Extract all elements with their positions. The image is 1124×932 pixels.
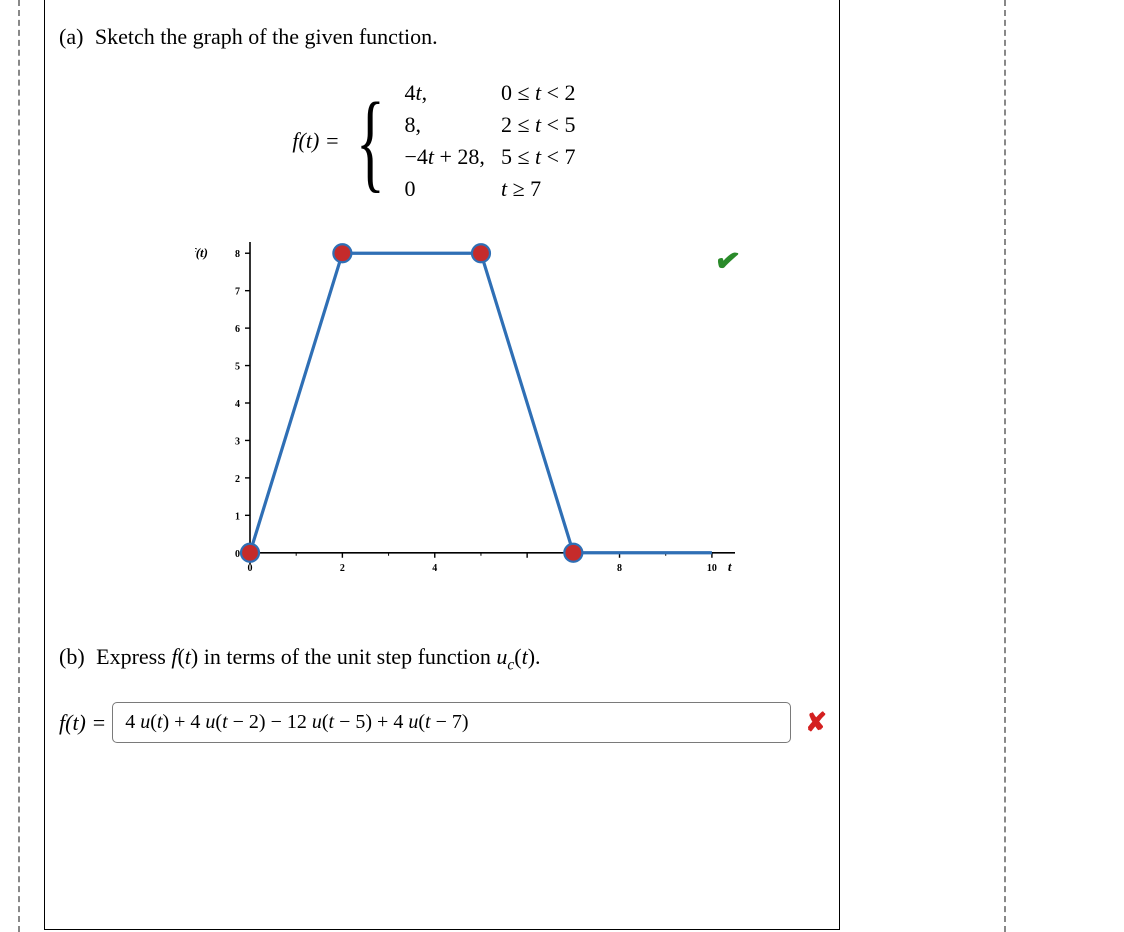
svg-text:0: 0 — [235, 549, 240, 560]
svg-text:8: 8 — [617, 563, 622, 574]
svg-text:f(t): f(t) — [195, 245, 208, 260]
part-a-label: (a) — [59, 24, 83, 49]
page-margin-right — [1004, 0, 1006, 932]
svg-text:1: 1 — [235, 511, 240, 522]
part-b-prompt: Express f(t) in terms of the unit step f… — [96, 644, 540, 669]
svg-text:5: 5 — [235, 362, 240, 373]
svg-text:4: 4 — [235, 399, 240, 410]
check-icon: ✔ — [713, 242, 743, 280]
piecewise-cases: 4t,0 ≤ t < 28,2 ≤ t < 5−4t + 28,5 ≤ t < … — [402, 76, 591, 206]
part-b-heading: (b) Express f(t) in terms of the unit st… — [45, 600, 839, 674]
piecewise-lhs: f(t) = — [292, 128, 339, 154]
page-margin-left — [18, 0, 20, 932]
question-panel: (a) Sketch the graph of the given functi… — [44, 0, 840, 930]
answer-lhs: f(t) = — [59, 710, 106, 736]
x-icon: ✘ — [805, 708, 825, 738]
svg-text:2: 2 — [340, 563, 345, 574]
svg-text:4: 4 — [432, 563, 437, 574]
chart-svg: 0 1 2 3 4 5 6 7 8 0 2 4 8 10 f(t) t — [195, 230, 755, 600]
svg-text:10: 10 — [707, 563, 717, 574]
answer-row: f(t) = 4 u(t) + 4 u(t − 2) − 12 u(t − 5)… — [45, 674, 839, 743]
svg-text:0: 0 — [248, 563, 253, 574]
piecewise-definition: f(t) = { 4t,0 ≤ t < 28,2 ≤ t < 5−4t + 28… — [45, 76, 839, 206]
answer-input[interactable]: 4 u(t) + 4 u(t − 2) − 12 u(t − 5) + 4 u(… — [112, 702, 791, 743]
svg-text:t: t — [728, 559, 732, 574]
piecewise-brace: { — [356, 86, 385, 196]
part-b-label: (b) — [59, 644, 85, 669]
svg-text:7: 7 — [235, 287, 240, 298]
part-a-prompt: Sketch the graph of the given function. — [95, 24, 438, 49]
svg-text:6: 6 — [235, 324, 240, 335]
function-chart[interactable]: 0 1 2 3 4 5 6 7 8 0 2 4 8 10 f(t) t — [195, 230, 755, 600]
svg-text:2: 2 — [235, 474, 240, 485]
part-a-heading: (a) Sketch the graph of the given functi… — [45, 0, 839, 50]
answer-content: 4 u(t) + 4 u(t − 2) − 12 u(t − 5) + 4 u(… — [125, 711, 468, 733]
svg-text:3: 3 — [235, 436, 240, 447]
svg-text:8: 8 — [235, 249, 240, 260]
